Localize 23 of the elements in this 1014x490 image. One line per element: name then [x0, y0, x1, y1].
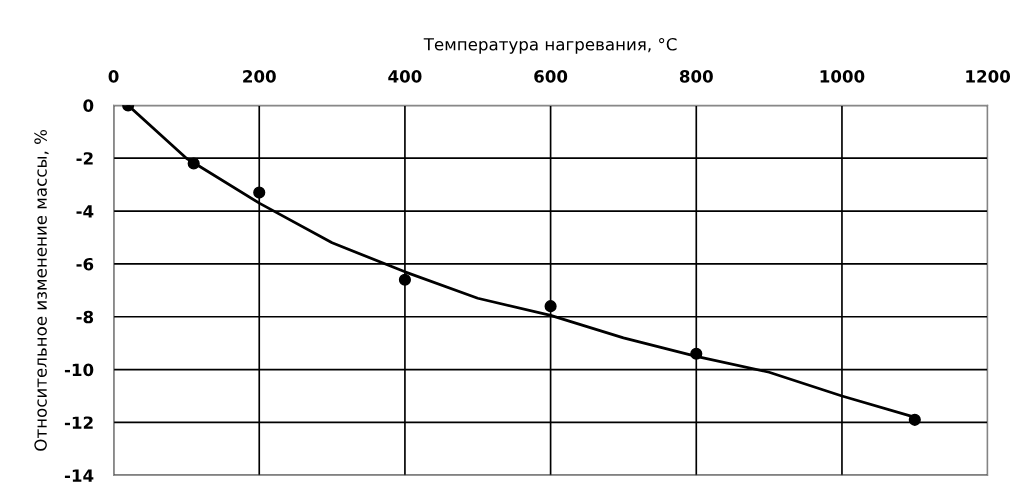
- y-tick-label: 0: [83, 99, 94, 112]
- y-axis-title: Относительное изменение массы, %: [34, 129, 49, 451]
- y-tick-label: -8: [76, 310, 94, 324]
- y-tick-label: -4: [76, 205, 94, 218]
- point: [690, 347, 703, 360]
- x-tick-label: 400: [388, 70, 422, 83]
- y-tick-label: -6: [76, 257, 94, 271]
- point: [253, 186, 266, 199]
- point: [398, 273, 411, 286]
- x-tick-label: 600: [534, 70, 568, 83]
- y-tick-label: -12: [64, 416, 93, 429]
- y-tick-label: -2: [76, 152, 93, 165]
- x-tick-label: 1200: [966, 70, 1011, 83]
- x-tick-label: 1000: [820, 70, 865, 83]
- x-tick-label: 200: [243, 70, 276, 83]
- y-tick-label: -14: [64, 469, 94, 482]
- x-tick-label: 800: [679, 70, 713, 83]
- point: [187, 157, 200, 170]
- point: [908, 413, 921, 426]
- x-tick-label: 0: [108, 70, 119, 83]
- point: [544, 300, 557, 313]
- x-axis-title: Температура нагревания, °C: [423, 37, 677, 54]
- y-tick-label: -10: [64, 363, 94, 377]
